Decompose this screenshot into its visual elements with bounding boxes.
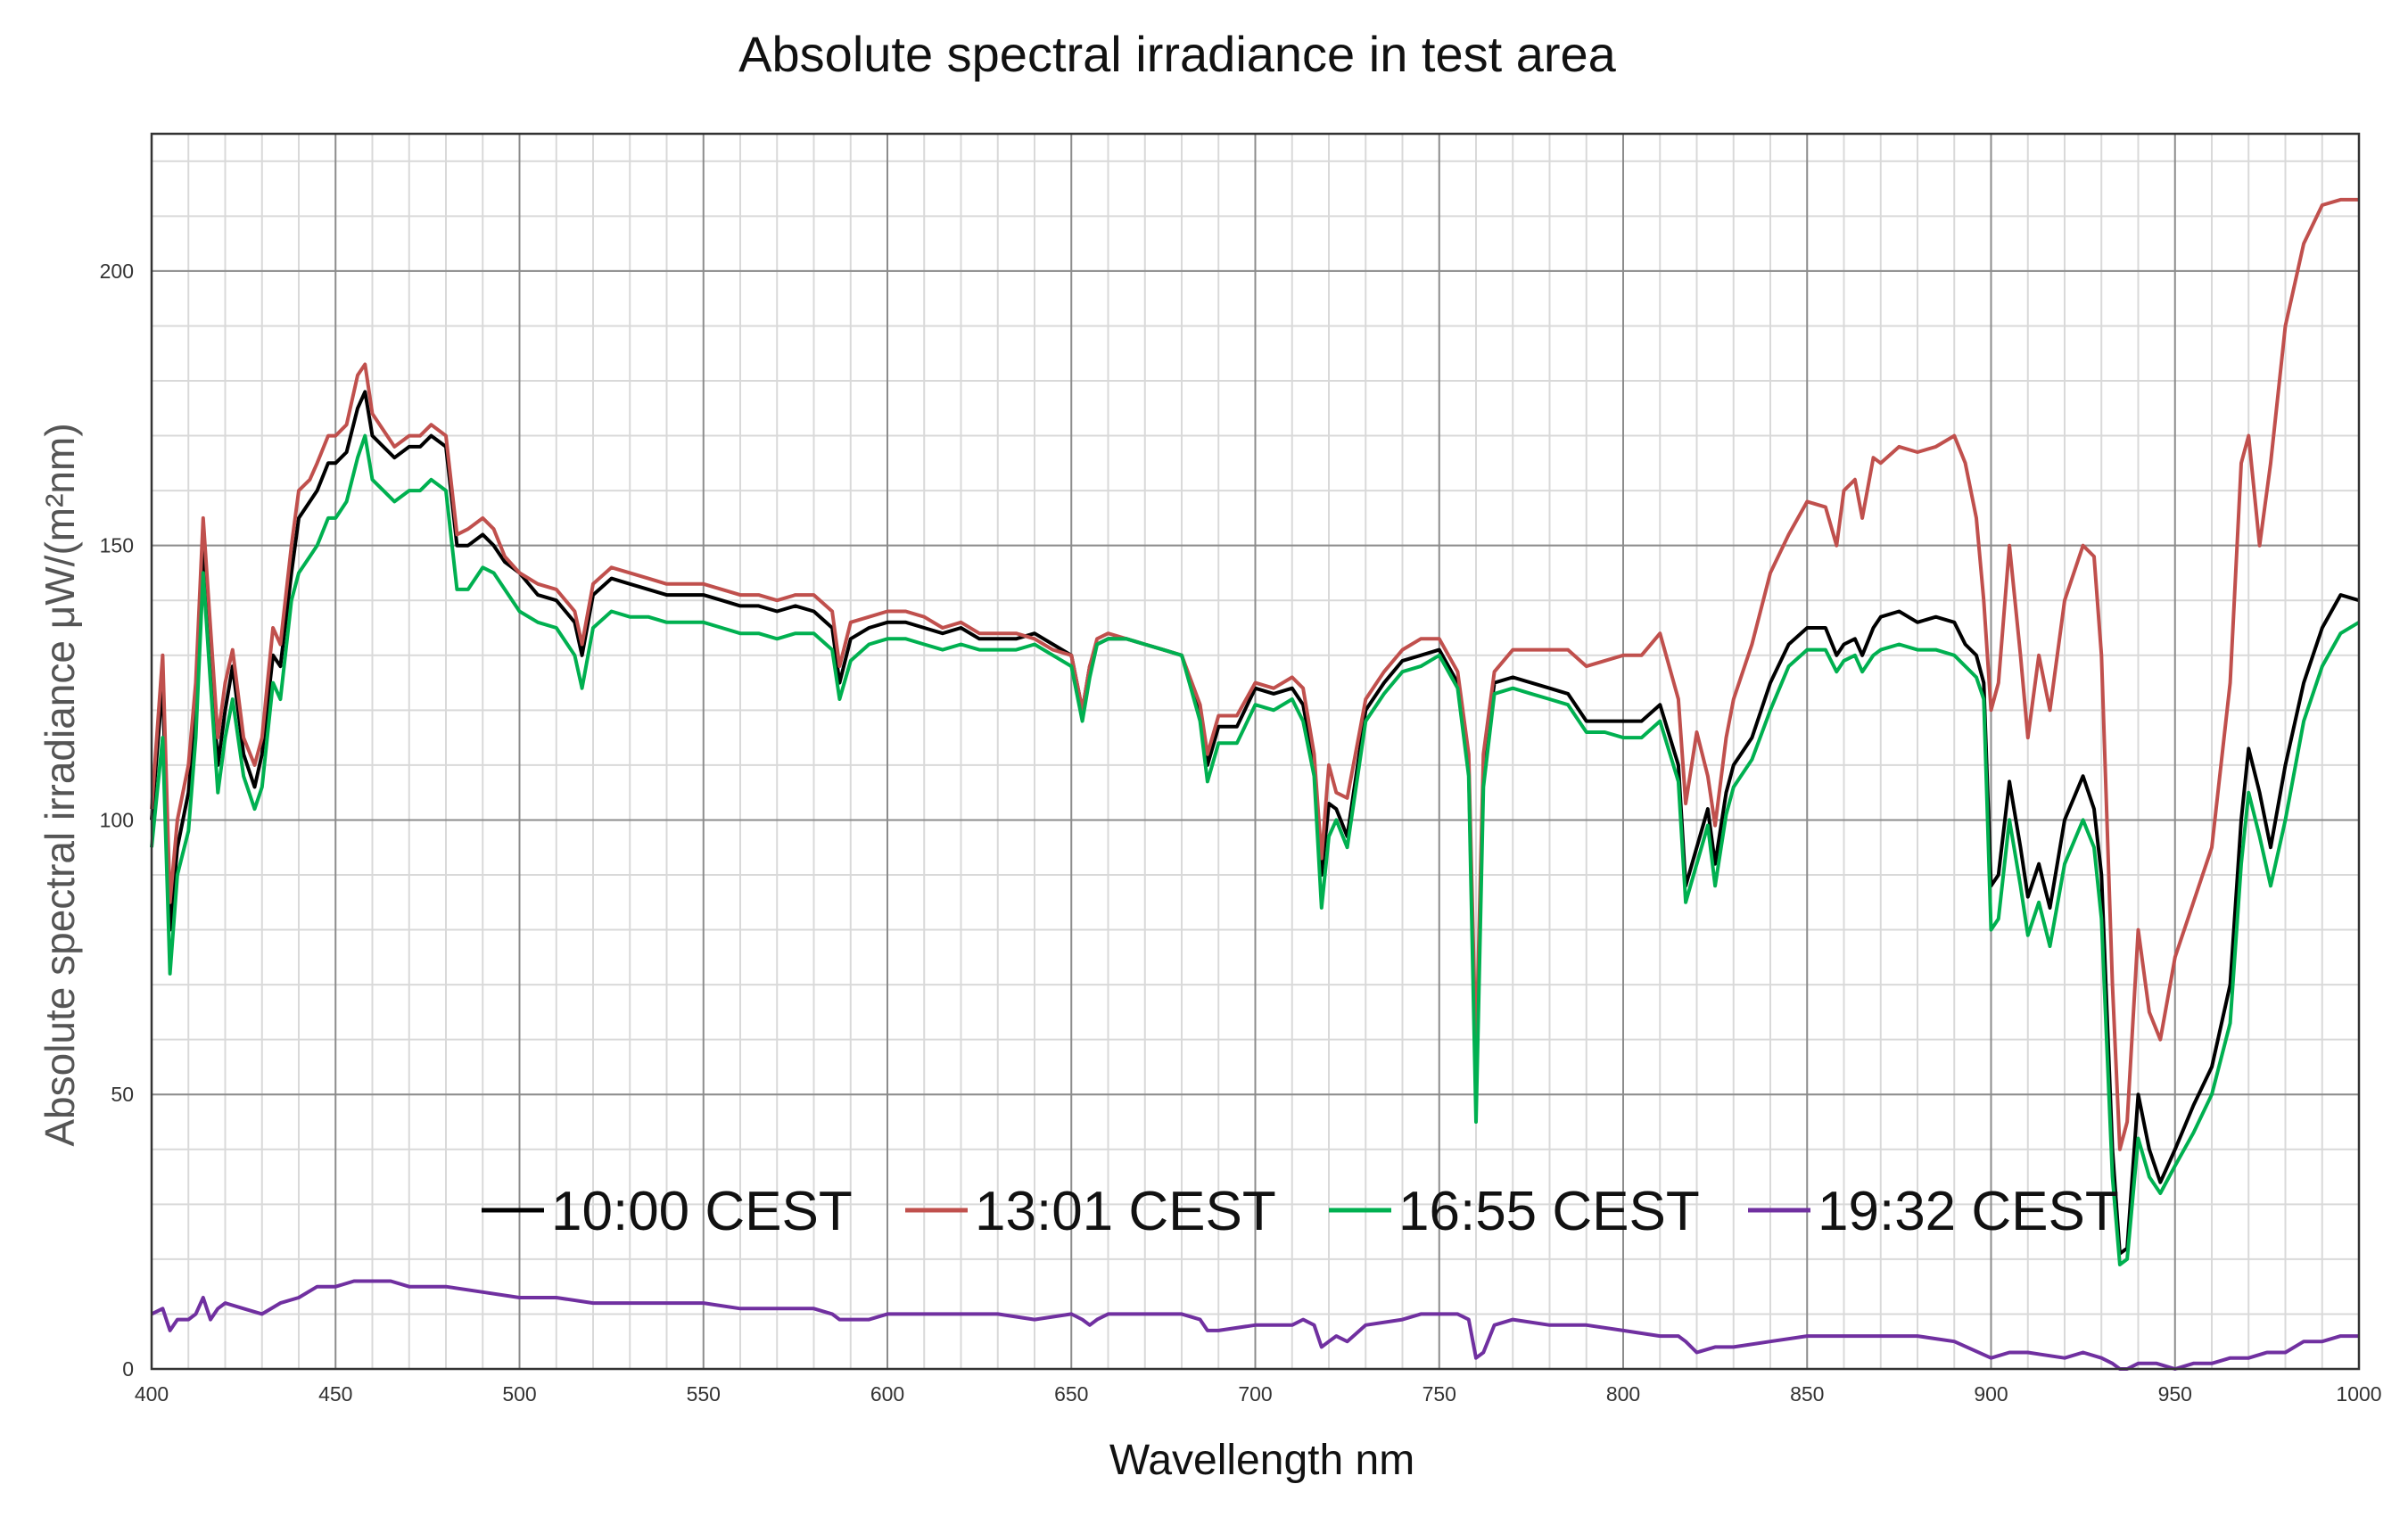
series-line-4: [151, 1279, 2359, 1371]
x-axis-title: Wavellength nm: [1109, 1437, 1415, 1484]
legend-label-2: 13:01 CEST: [975, 1181, 1276, 1242]
y-tick-label: 0: [122, 1357, 134, 1381]
plot-border: [150, 132, 2361, 1371]
x-tick-label: 650: [1054, 1382, 1088, 1406]
x-tick-label: 700: [1238, 1382, 1272, 1406]
x-tick-label: 800: [1606, 1382, 1640, 1406]
x-tick-label: 900: [1974, 1382, 2008, 1406]
legend-label-3: 16:55 CEST: [1398, 1181, 1700, 1242]
series-line-3: [150, 433, 2361, 1266]
x-tick-label: 400: [135, 1382, 169, 1406]
y-tick-label: 50: [111, 1083, 134, 1106]
legend-label-4: 19:32 CEST: [1818, 1181, 2119, 1242]
x-tick-label: 550: [687, 1382, 721, 1406]
y-tick-label: 150: [100, 534, 134, 557]
x-tick-label: 1000: [2336, 1382, 2381, 1406]
x-tick-label: 750: [1423, 1382, 1456, 1406]
y-tick-label: 100: [100, 808, 134, 831]
y-tick-label: 200: [100, 260, 134, 283]
x-tick-label: 850: [1790, 1382, 1824, 1406]
series-lines: [150, 197, 2361, 1371]
tick-labels: 400 450 500 550 600 650 700 750 800 850 900 950 1000…: [100, 260, 2382, 1406]
series-line-1: [150, 390, 2360, 1256]
x-tick-label: 950: [2158, 1382, 2192, 1406]
plot-frame: [150, 132, 2361, 1371]
x-tick-label: 600: [870, 1382, 904, 1406]
x-tick-label: 450: [318, 1382, 352, 1406]
chart-title: Absolute spectral irradiance in test are…: [738, 26, 1616, 82]
series-line-2: [150, 197, 2359, 1151]
x-tick-label: 500: [502, 1382, 536, 1406]
legend-label-1: 10:00 CEST: [551, 1181, 853, 1242]
legend: 10:00 CEST 13:01 CEST 16:55 CEST 19:32 CEST: [482, 1181, 2119, 1242]
